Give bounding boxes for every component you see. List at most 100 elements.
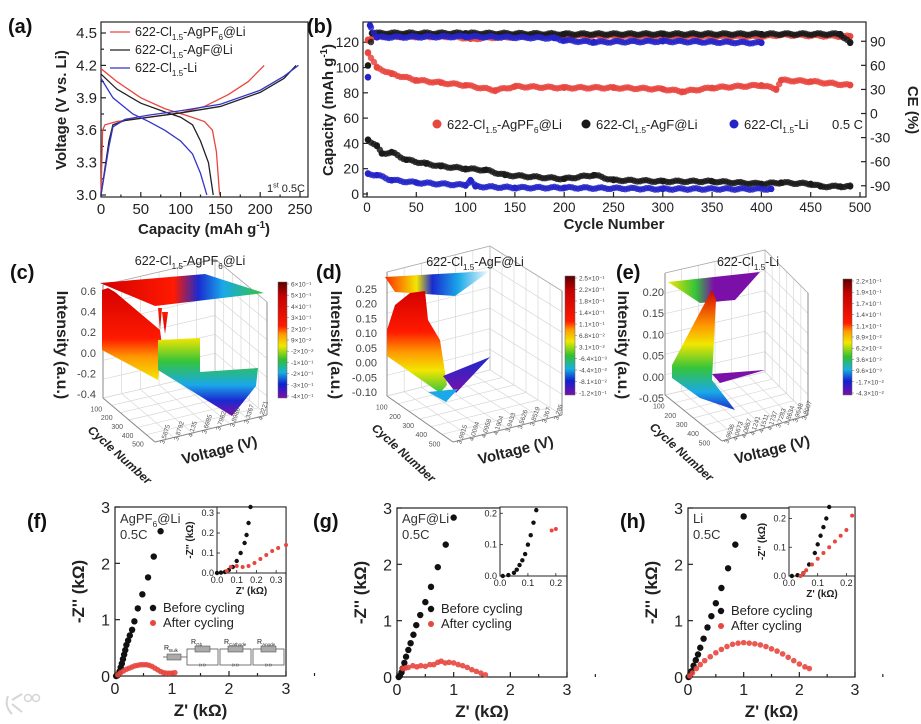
legend-label: Before cycling: [731, 603, 813, 618]
y-tick-label: 1: [383, 614, 392, 631]
label-part: st: [273, 182, 279, 190]
capacity-point: [482, 166, 489, 174]
z-tick-label: 0.05: [643, 351, 664, 363]
surface-mesh: [387, 291, 447, 393]
x-tick-label: 1: [168, 681, 177, 698]
cycle-tick-label: 100: [376, 405, 388, 412]
after-cycling-point: [459, 662, 466, 669]
before-cycling-point: [417, 611, 424, 619]
inset-after-point: [234, 564, 239, 568]
label-part: AgF@Li: [402, 511, 449, 526]
label-part: 1.5: [634, 125, 646, 135]
inset-before-point: [815, 542, 820, 547]
cpe-icon: »»: [232, 662, 240, 669]
inset-after-point: [801, 571, 806, 576]
before-cycling-point: [126, 632, 134, 639]
before-cycling-point: [405, 646, 412, 654]
inset-x-tick-label: 0.2: [840, 578, 853, 588]
label-part: @Li: [223, 25, 245, 39]
inset-y-axis-title: -Z'' (kΩ): [185, 521, 196, 558]
voltage-tick-label: 3.367: [541, 406, 553, 424]
label-part: 622-Cl: [596, 117, 634, 132]
colorbar: [564, 275, 576, 396]
after-cycling-point: [450, 660, 457, 666]
capacity-point: [413, 179, 420, 186]
x-tick-label: 150: [208, 201, 233, 218]
watermark-logo: [5, 693, 41, 715]
colorbar-label: 4×10⁻¹: [291, 304, 312, 311]
y2-tick-label: 60: [870, 57, 886, 73]
y-tick-label: 20: [343, 161, 359, 177]
x-tick-label: 1: [449, 682, 458, 699]
inset-y-tick-label: 0.2: [773, 514, 786, 524]
colorbar-label: -2×10⁻¹: [291, 371, 314, 378]
legend-label: 622-Cl1.5-Li: [135, 61, 197, 78]
before-cycling-point: [150, 553, 157, 560]
inset-after-point: [240, 565, 245, 569]
circuit-label: RAnode: [257, 639, 276, 647]
axis-line: [721, 414, 809, 442]
y-axis-title: -Z'' (kΩ): [351, 561, 370, 624]
ce-point: [837, 30, 844, 38]
resistor: [260, 645, 277, 653]
panel-label: (e): [616, 262, 640, 284]
colorbar-label: 9×10⁻²: [291, 338, 312, 345]
z-tick-label: 0.25: [356, 284, 377, 296]
label-part: 0.5C: [693, 527, 720, 542]
label-part: -1: [256, 220, 265, 231]
colorbar-label: -6.4×10⁻³: [579, 356, 608, 363]
colorbar-label: 1.9×10⁻¹: [856, 290, 882, 297]
label-part: Capacity (mAh g: [138, 221, 256, 238]
inset-before-point: [517, 562, 522, 568]
label-part: 1.5: [782, 125, 794, 135]
before-cycling-point: [144, 574, 152, 581]
label-part: -Li: [183, 61, 197, 75]
x-tick-label: 50: [409, 200, 424, 215]
resistor-bulk: [166, 653, 182, 661]
label-part: 1: [267, 183, 273, 195]
x-tick-label: 200: [248, 201, 273, 218]
capacity-point: [846, 82, 854, 89]
after-cycling-point: [806, 665, 813, 672]
before-cycling-point: [704, 624, 711, 631]
capacity-point: [659, 185, 666, 193]
inset-after-point: [270, 549, 275, 553]
x-axis-title: Cycle Number: [564, 216, 665, 233]
annotation: 0.5C: [120, 527, 147, 542]
capacity-point: [708, 84, 716, 91]
surface-mesh: [158, 308, 162, 330]
cpe-icon: »»: [265, 662, 273, 669]
inset-after-point: [224, 569, 229, 573]
x-tick-label: 0: [111, 681, 120, 698]
inset-x-tick-label: 0.1: [230, 575, 243, 585]
charge-curve-series-1: [100, 64, 297, 196]
ce-point: [367, 38, 375, 46]
after-cycling-point: [172, 669, 178, 676]
x-tick-label: 0: [97, 201, 105, 218]
capacity-point: [610, 84, 617, 91]
annotation: 0.5C: [693, 527, 720, 542]
after-cycling-point: [785, 654, 791, 661]
x-tick-label: 250: [602, 200, 625, 215]
colorbar-label: 6.2×10⁻²: [856, 346, 882, 353]
label-part: 622-Cl: [447, 117, 485, 132]
surface-mesh: [668, 272, 760, 303]
axis-line: [664, 394, 723, 442]
z-axis-title: Intensity (a.u.): [614, 291, 631, 399]
inset-after-point: [553, 526, 558, 531]
equivalent-circuit: RBulk»»RGb»»RCathode»»RAnode: [163, 639, 285, 669]
capacity-point: [708, 178, 716, 185]
after-cycling-point: [446, 659, 452, 666]
colorbar-label: 1.8×10⁻¹: [579, 299, 605, 306]
y-tick-label: 0: [101, 669, 110, 686]
axis-line: [452, 414, 563, 443]
capacity-point: [837, 183, 844, 190]
y-axis-title: Voltage (V vs. Li): [53, 50, 70, 170]
annotation: Li: [693, 511, 703, 526]
z-tick-label: -0.2: [77, 368, 96, 380]
before-cycling-point: [128, 626, 136, 634]
y-tick-label: 120: [336, 34, 360, 50]
inset-plot: 0.0 0.1 0.20.00.10.2Z' (kΩ)-Z'' (kΩ): [757, 504, 856, 600]
capacity-point: [807, 180, 814, 188]
